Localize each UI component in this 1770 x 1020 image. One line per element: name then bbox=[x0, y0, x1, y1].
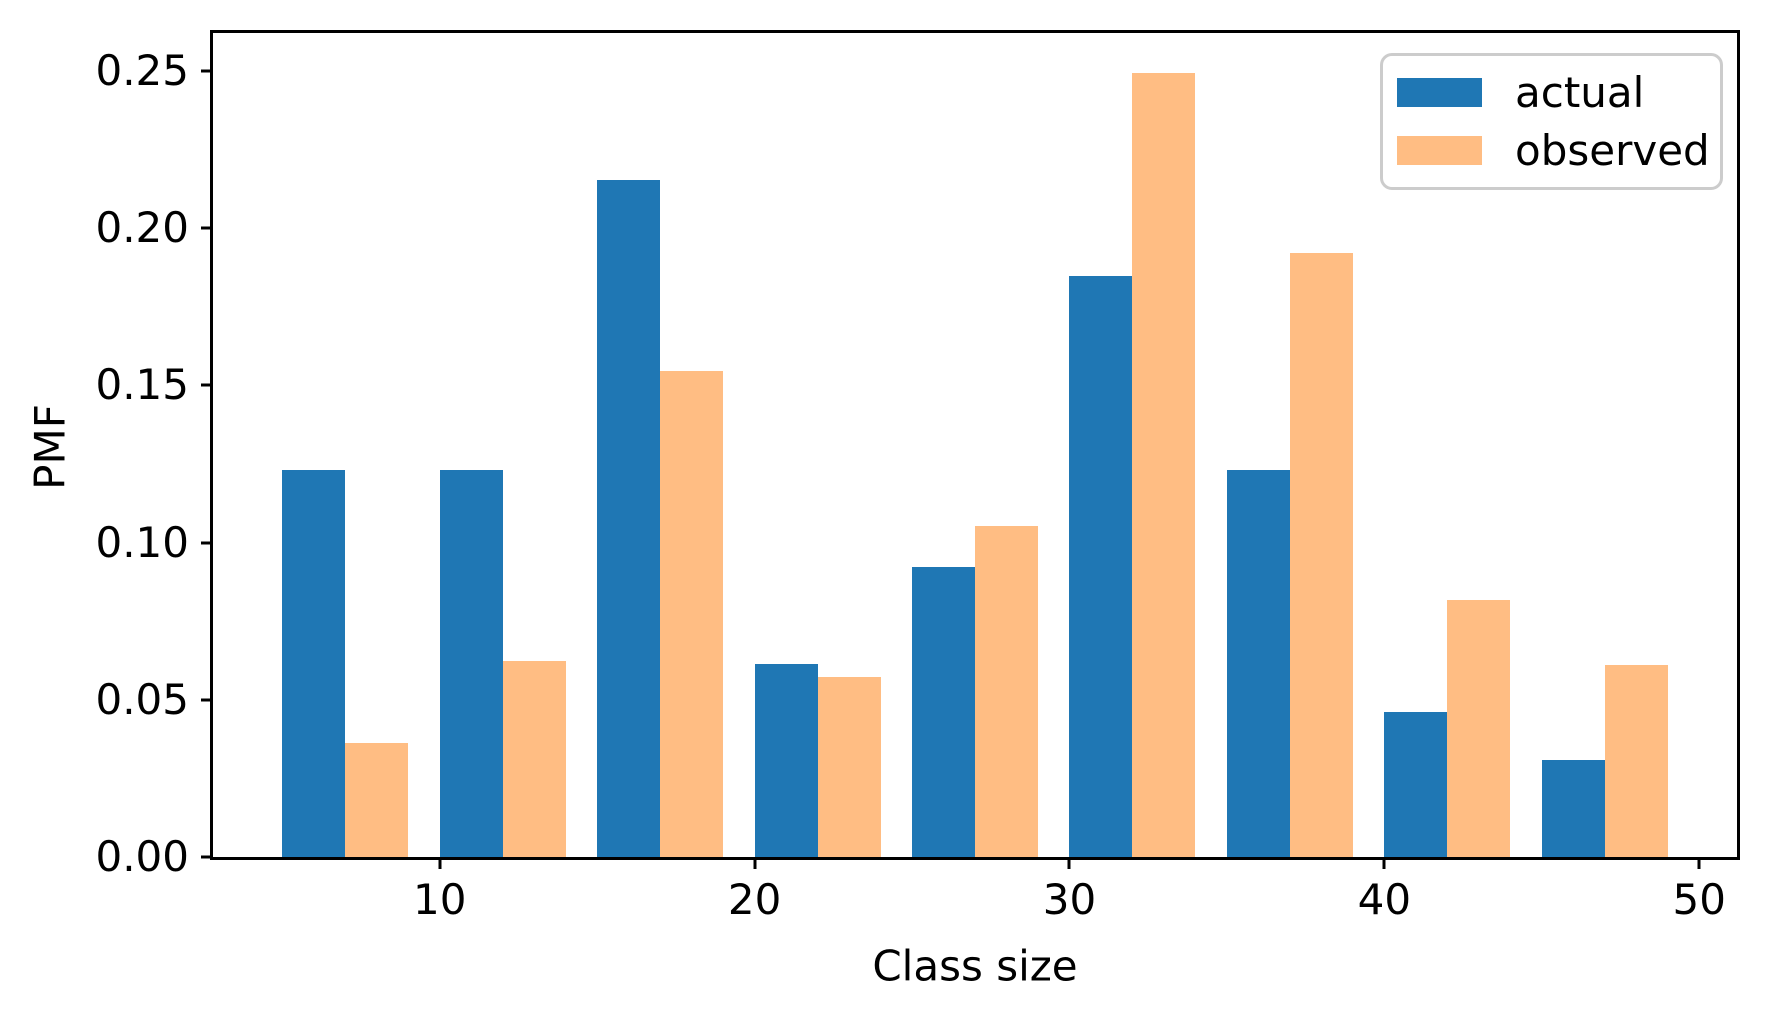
bar-actual-42 bbox=[1384, 711, 1448, 857]
bar-actual-17 bbox=[597, 179, 661, 857]
x-axis-label: Class size bbox=[872, 941, 1078, 991]
bar-observed-32 bbox=[1132, 72, 1196, 857]
legend-swatch-observed bbox=[1397, 136, 1482, 165]
legend-label-actual: actual bbox=[1515, 67, 1645, 117]
legend-row-actual: actual bbox=[1397, 67, 1706, 117]
y-axis-label: PMF bbox=[25, 404, 75, 490]
plot-inner bbox=[213, 33, 1737, 857]
bar-observed-42 bbox=[1447, 599, 1511, 857]
legend-label-observed: observed bbox=[1515, 125, 1710, 175]
y-tick-mark-0.20 bbox=[201, 226, 213, 230]
bar-actual-7 bbox=[282, 469, 346, 857]
legend: actual observed bbox=[1380, 53, 1723, 190]
y-tick-label-0.00: 0.00 bbox=[95, 832, 189, 882]
bar-observed-27 bbox=[975, 526, 1038, 857]
y-tick-mark-0.15 bbox=[201, 383, 213, 387]
x-tick-label-50: 50 bbox=[1672, 875, 1726, 924]
x-tick-label-40: 40 bbox=[1357, 875, 1412, 924]
x-tick-mark-20 bbox=[753, 857, 757, 869]
y-tick-label-0.25: 0.25 bbox=[95, 45, 189, 95]
bar-observed-7 bbox=[345, 742, 409, 857]
bar-observed-47 bbox=[1604, 665, 1668, 857]
x-tick-label-30: 30 bbox=[1042, 875, 1097, 924]
y-tick-mark-0.00 bbox=[201, 855, 213, 859]
y-tick-label-0.10: 0.10 bbox=[95, 517, 189, 567]
x-tick-mark-30 bbox=[1067, 857, 1071, 869]
bar-observed-17 bbox=[660, 371, 724, 857]
x-tick-label-10: 10 bbox=[412, 875, 467, 924]
y-tick-label-0.20: 0.20 bbox=[95, 203, 189, 253]
bar-actual-47 bbox=[1541, 760, 1605, 857]
x-tick-mark-10 bbox=[438, 857, 442, 869]
y-tick-label-0.05: 0.05 bbox=[95, 674, 189, 724]
y-tick-mark-0.10 bbox=[201, 541, 213, 544]
legend-swatch-actual bbox=[1397, 78, 1482, 107]
x-tick-label-20: 20 bbox=[727, 875, 782, 924]
bar-actual-22 bbox=[754, 663, 818, 857]
bar-actual-37 bbox=[1226, 469, 1290, 857]
bar-actual-12 bbox=[439, 469, 503, 857]
y-tick-label-0.15: 0.15 bbox=[95, 360, 189, 410]
x-tick-mark-50 bbox=[1697, 857, 1701, 869]
y-tick-mark-0.25 bbox=[201, 69, 213, 73]
y-tick-mark-0.05 bbox=[201, 698, 213, 702]
bar-observed-22 bbox=[817, 677, 881, 857]
bar-actual-27 bbox=[912, 566, 975, 857]
bar-observed-12 bbox=[502, 661, 566, 857]
x-tick-mark-40 bbox=[1382, 857, 1386, 869]
bar-actual-32 bbox=[1069, 276, 1133, 857]
bar-observed-37 bbox=[1289, 252, 1353, 857]
legend-row-observed: observed bbox=[1397, 129, 1710, 172]
plot-area: actual observed 10 20 30 40 50 0.00 0.05 0.10 0.1… bbox=[95, 30, 1740, 923]
